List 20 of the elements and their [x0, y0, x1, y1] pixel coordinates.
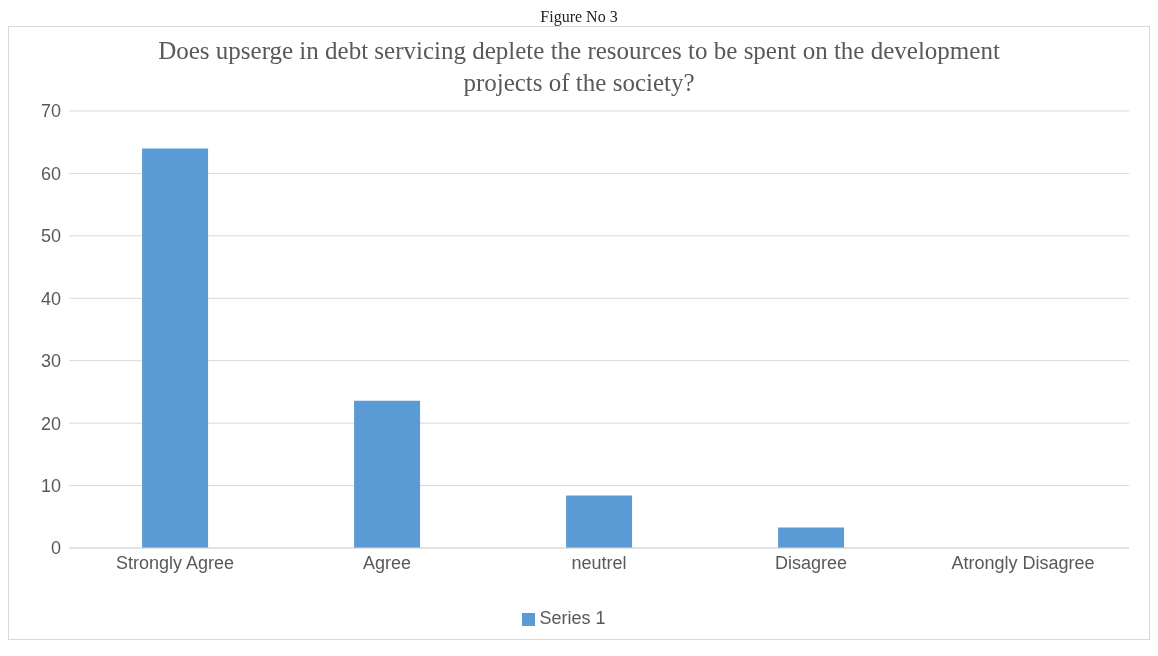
y-tick-label: 40: [40, 288, 61, 309]
y-tick-label: 70: [40, 101, 61, 122]
bar: [566, 495, 633, 548]
y-tick-label: 0: [50, 538, 61, 559]
y-tick-label: 30: [40, 351, 61, 372]
text: Figure No 3: [539, 8, 619, 26]
bar: [778, 527, 845, 548]
chart-title: Does upserge in debt servicing deplete the resources to be spent on the development projects of the society?: [157, 36, 1001, 98]
y-tick-label: 20: [40, 413, 61, 434]
y-tick-label: 10: [40, 475, 61, 496]
bar: [142, 148, 209, 548]
legend-label: Series 1: [539, 608, 606, 628]
x-tick-label: Atrongly Disagree: [951, 552, 1095, 573]
x-tick-label: Disagree: [774, 552, 848, 573]
y-tick-label: 50: [40, 226, 61, 247]
bar: [354, 400, 421, 548]
x-tick-label: neutrel: [571, 552, 627, 573]
x-tick-label: Strongly Agree: [115, 552, 235, 573]
x-tick-label: Agree: [362, 552, 412, 573]
y-tick-label: 60: [40, 163, 61, 184]
